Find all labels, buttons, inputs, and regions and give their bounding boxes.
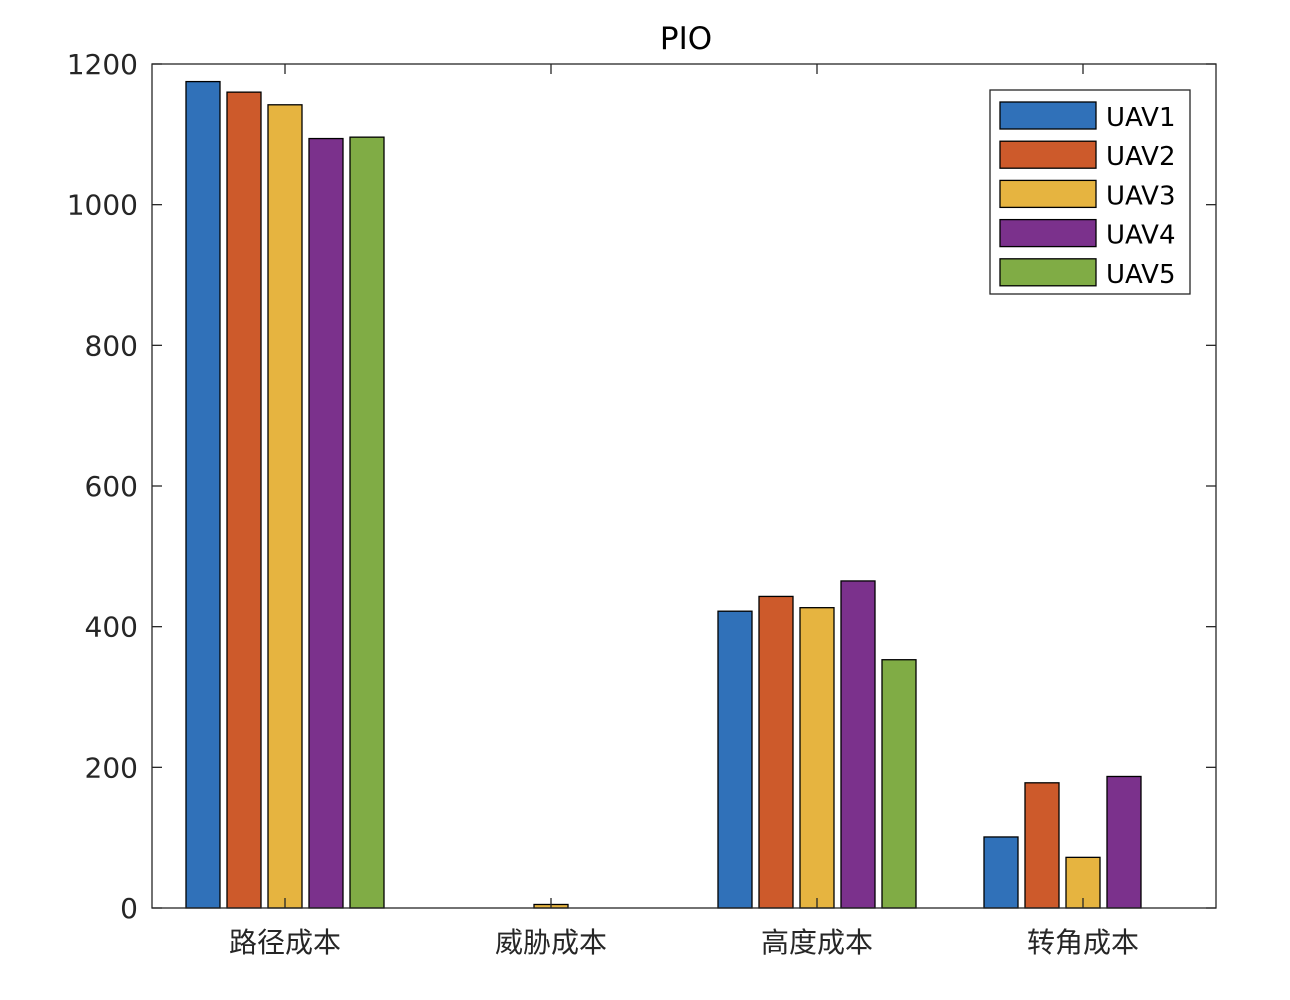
bar-uav1-3 <box>717 610 753 909</box>
legend-swatch-uav5 <box>999 258 1097 287</box>
y-tick-label: 800 <box>85 329 138 362</box>
chart-title: PIO <box>660 21 712 57</box>
bar-uav2-1 <box>226 91 262 909</box>
bar-uav3-3 <box>799 607 835 909</box>
y-tick-label: 0 <box>120 892 138 925</box>
legend-label-uav5: UAV5 <box>1106 260 1175 290</box>
bar-uav2-3 <box>758 595 794 909</box>
bar-uav5-1 <box>349 136 385 909</box>
legend-label-uav1: UAV1 <box>1106 103 1175 133</box>
y-tick-label: 200 <box>85 751 138 784</box>
y-tick-label: 1200 <box>67 48 138 81</box>
x-tick-label: 高度成本 <box>761 926 873 959</box>
legend: UAV1 UAV2 UAV3 UAV4 UAV5 <box>989 89 1191 295</box>
bar-uav3-1 <box>267 104 303 909</box>
x-tick-label: 转角成本 <box>1027 926 1139 959</box>
legend-label-uav4: UAV4 <box>1106 221 1175 251</box>
legend-swatch-uav3 <box>999 179 1097 209</box>
legend-swatch-uav2 <box>999 140 1097 169</box>
axes-group: 0 200 400 600 800 1000 1200 路径成本 威胁成本 高度成本 转角成本 <box>67 48 1217 959</box>
bar-uav5-3 <box>881 659 917 909</box>
legend-label-uav2: UAV2 <box>1106 142 1175 172</box>
bar-uav1-1 <box>185 80 221 909</box>
bar-uav4-3 <box>840 580 876 909</box>
legend-swatch-uav4 <box>999 218 1097 248</box>
legend-swatch-uav1 <box>999 101 1097 130</box>
bar-uav1-4 <box>983 836 1019 909</box>
bars-group <box>185 80 1142 909</box>
bar-uav4-4 <box>1106 775 1142 909</box>
bar-uav2-4 <box>1024 782 1060 909</box>
x-tick-label: 路径成本 <box>229 926 341 959</box>
legend-label-uav3: UAV3 <box>1106 181 1175 211</box>
y-tick-label: 1000 <box>67 189 138 222</box>
x-tick-label: 威胁成本 <box>495 926 607 959</box>
bar-uav4-1 <box>308 137 344 909</box>
y-tick-label: 600 <box>85 470 138 503</box>
y-tick-label: 400 <box>85 611 138 644</box>
